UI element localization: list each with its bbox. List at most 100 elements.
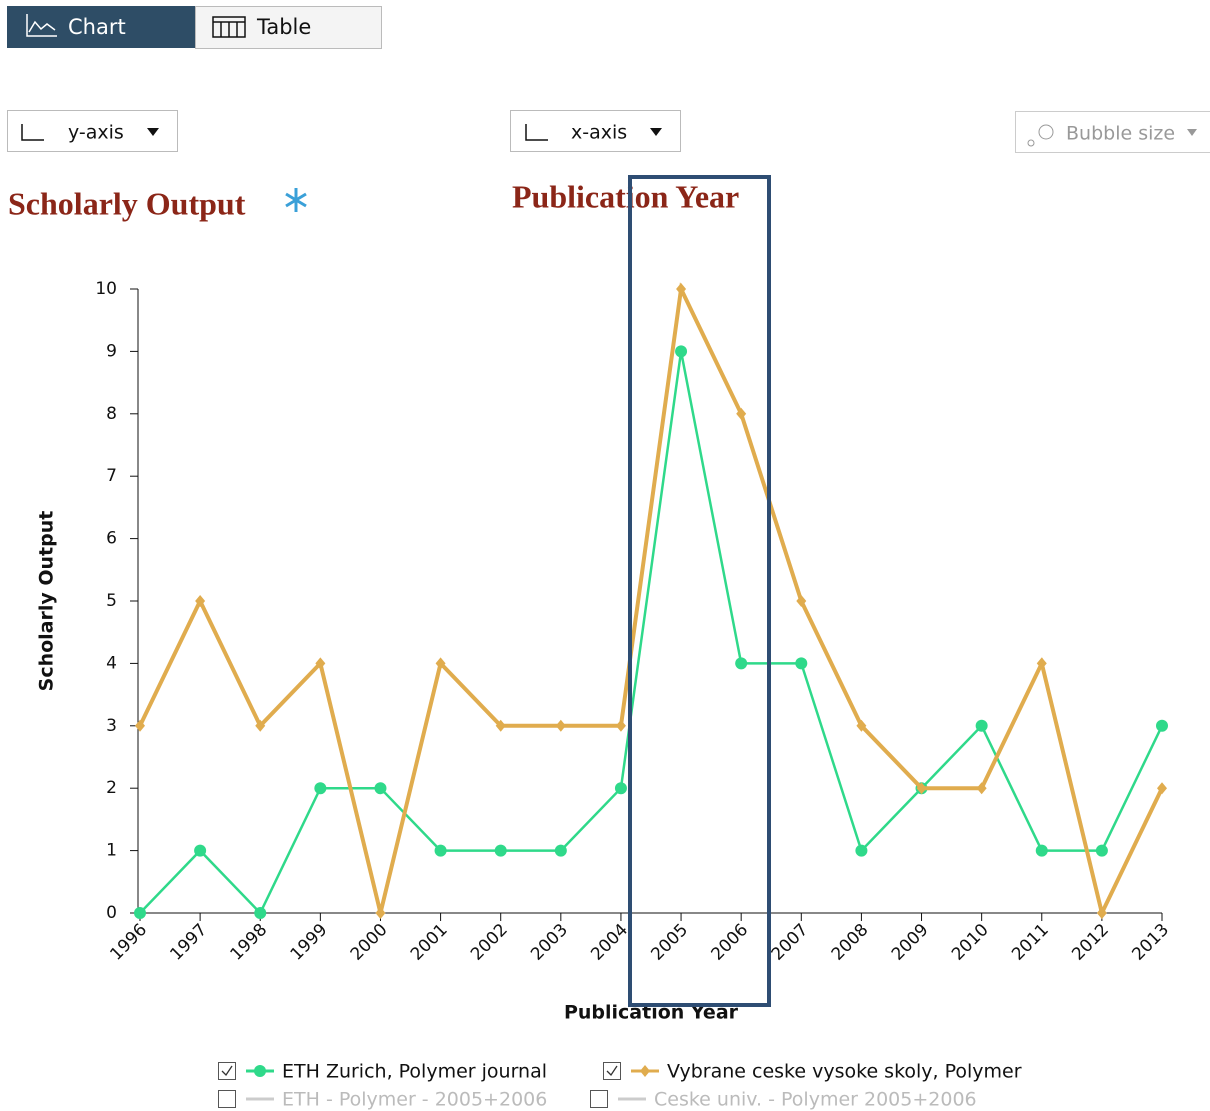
legend-checkbox[interactable] [218, 1062, 236, 1080]
point [194, 844, 207, 857]
point [1157, 782, 1167, 795]
legend-label: Vybrane ceske vysoke skoly, Polymer [667, 1061, 1022, 1083]
y-tick-label: 0 [106, 903, 117, 923]
axis-icon [21, 124, 44, 141]
point [555, 719, 566, 732]
plot: 0 1 2 3 4 5 6 7 8 9 10 1996 1997 1998 1999 2000 2001 2002… [36, 279, 1174, 1024]
check [606, 1065, 618, 1077]
point [1095, 844, 1108, 857]
x-tick-label: 2000 [347, 920, 392, 965]
point [435, 657, 446, 670]
point [975, 719, 988, 732]
point [1035, 844, 1048, 857]
x-tick-label: 2012 [1068, 920, 1113, 965]
x-tick-label: 2006 [708, 920, 753, 965]
point [255, 719, 266, 732]
check [221, 1065, 233, 1077]
point [1156, 719, 1168, 732]
point [736, 407, 747, 420]
y-tick-label: 4 [106, 653, 117, 673]
y-axis-dropdown[interactable] [7, 110, 178, 152]
point [434, 844, 447, 857]
y-axis-dropdown-label: y-axis [68, 122, 124, 144]
point [855, 844, 868, 857]
point [1096, 907, 1107, 919]
x-axis-dropdown-label: x-axis [571, 122, 627, 144]
y-tick-label: 8 [106, 404, 117, 424]
legend-label: Ceske univ. - Polymer 2005+2006 [654, 1089, 977, 1111]
caret [1187, 129, 1197, 136]
x-tick-label: 2013 [1128, 920, 1173, 965]
point [375, 907, 386, 919]
y-tick-label: 6 [106, 529, 117, 549]
legend-label: ETH Zurich, Polymer journal [282, 1061, 547, 1083]
x-tick-label: 2005 [647, 920, 692, 965]
chart-icon [26, 14, 57, 37]
table-tab[interactable] [195, 6, 382, 49]
point [795, 657, 808, 670]
bubble-size-label: Bubble size [1066, 123, 1175, 145]
x-tick-label: 1996 [106, 920, 151, 965]
axis-icon [525, 124, 548, 141]
legend-checkbox[interactable] [218, 1090, 236, 1108]
x-axis-dropdown[interactable] [510, 110, 681, 152]
point [976, 782, 987, 795]
x-tick-label: 2001 [407, 920, 452, 965]
point [254, 907, 267, 919]
point [494, 844, 507, 857]
point [1036, 657, 1047, 670]
y-tick-label: 3 [106, 716, 117, 736]
point [134, 907, 146, 919]
point [676, 283, 687, 295]
x-tick-label: 2009 [888, 920, 933, 965]
highlight-box [628, 175, 771, 1007]
caret [650, 128, 662, 136]
y-tick-label: 10 [95, 279, 117, 299]
legend-marker [254, 1065, 266, 1077]
point [374, 782, 387, 795]
table-icon [212, 16, 246, 38]
legend-checkbox[interactable] [603, 1062, 621, 1080]
legend-checkbox[interactable] [590, 1090, 608, 1108]
x-tick-label: 2007 [768, 920, 813, 965]
point [315, 657, 326, 670]
point [135, 719, 145, 732]
x-tick-label: 2011 [1008, 920, 1053, 965]
y-tick-label: 5 [106, 591, 117, 611]
y-tick-label: 1 [106, 841, 117, 861]
bubble-icon [1038, 124, 1054, 140]
x-tick-label: 2010 [948, 920, 993, 965]
x-tick-label: 1997 [166, 920, 211, 965]
x-tick-label: 1999 [287, 920, 332, 965]
x-tick-label: 2003 [527, 920, 572, 965]
point [856, 719, 867, 732]
bubble-icon [1027, 139, 1035, 147]
chart-tab-label: Chart [68, 15, 126, 39]
x-tick-label: 2002 [467, 920, 512, 965]
x-tick-label: 2008 [828, 920, 873, 965]
y-heading: Scholarly Output [8, 185, 246, 221]
y-tick-label: 7 [106, 466, 117, 486]
point [796, 595, 807, 607]
series-line [139, 351, 1164, 916]
x-tick-label: 2004 [587, 920, 632, 965]
point [495, 719, 506, 732]
point [735, 657, 748, 670]
y-tick-label: 2 [106, 778, 117, 798]
caret [147, 128, 159, 136]
legend-label: ETH - Polymer - 2005+2006 [282, 1089, 547, 1111]
point [195, 595, 206, 607]
point [916, 782, 927, 795]
point [675, 345, 688, 358]
y-tick-label: 9 [106, 341, 117, 361]
y-axis-label: Scholarly Output [36, 511, 58, 692]
series-line [138, 282, 1164, 919]
bubble-size-dropdown[interactable] [1015, 111, 1210, 153]
point [314, 782, 327, 795]
point [615, 719, 626, 732]
point [554, 844, 567, 857]
snowflake-icon [285, 188, 307, 212]
x-tick-label: 1998 [227, 920, 272, 965]
